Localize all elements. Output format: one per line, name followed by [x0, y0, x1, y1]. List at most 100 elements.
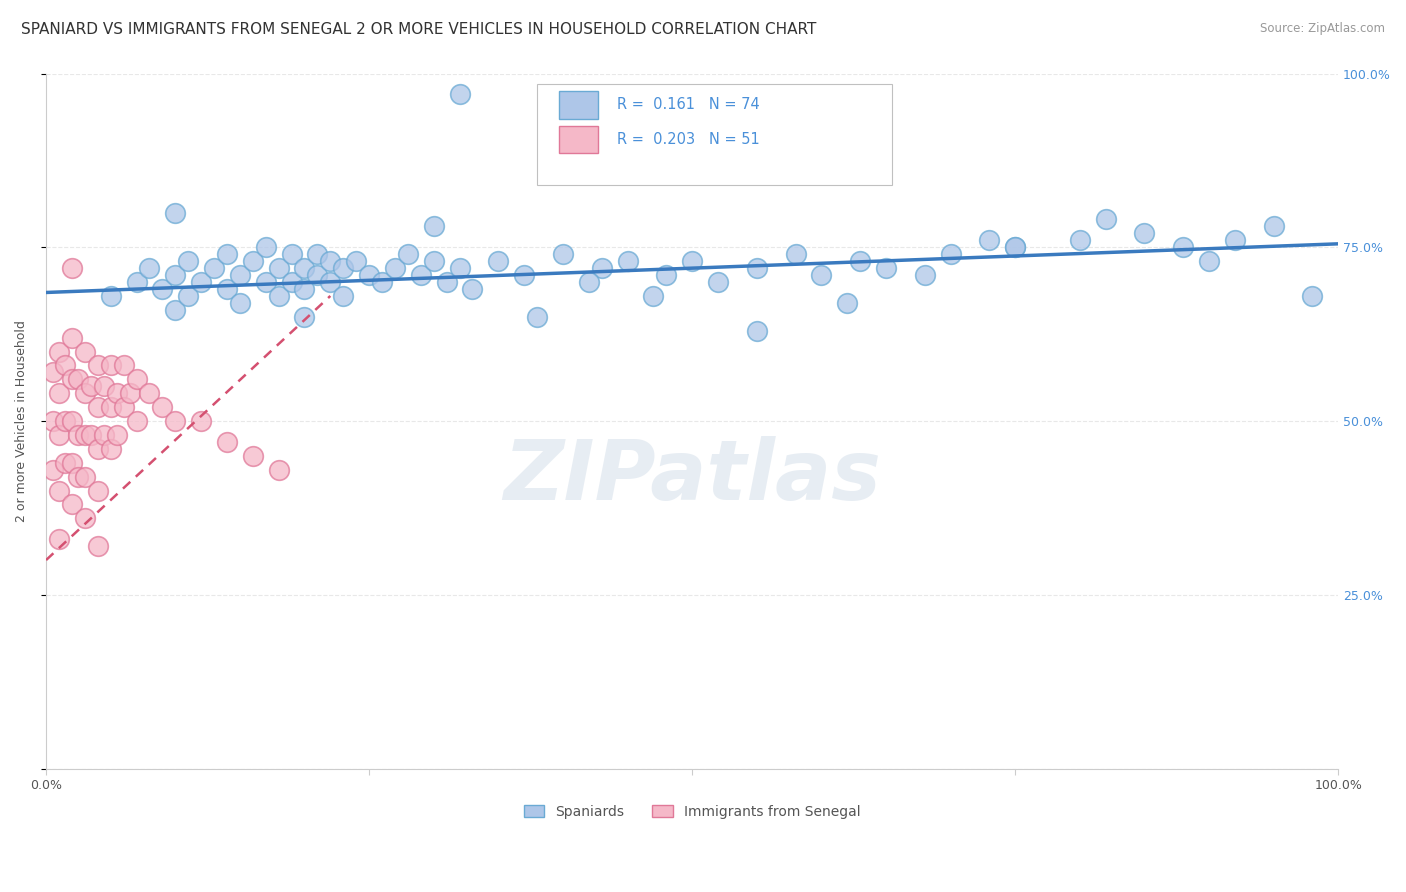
Point [87, 359, 110, 373]
Point [165, 414, 187, 428]
Point [67, 469, 90, 483]
Point [55, 414, 77, 428]
Point [150, 282, 173, 296]
Point [41, 414, 63, 428]
Point [307, 247, 329, 261]
Text: Source: ZipAtlas.com: Source: ZipAtlas.com [1260, 22, 1385, 36]
Point [190, 275, 212, 289]
Point [165, 302, 187, 317]
Point [100, 359, 122, 373]
Point [55, 456, 77, 470]
Point [150, 400, 173, 414]
Point [229, 268, 252, 282]
Point [60, 331, 83, 345]
Text: R =  0.161   N = 74: R = 0.161 N = 74 [617, 97, 761, 112]
Point [67, 372, 90, 386]
FancyBboxPatch shape [560, 126, 598, 153]
Point [1004, 240, 1026, 254]
Point [87, 483, 110, 498]
Point [87, 539, 110, 553]
Point [41, 463, 63, 477]
Point [745, 261, 768, 276]
Point [875, 261, 897, 276]
Point [112, 359, 135, 373]
Point [396, 247, 419, 261]
Point [939, 247, 962, 261]
Point [1263, 219, 1285, 234]
Point [80, 379, 103, 393]
Point [294, 261, 316, 276]
Point [73, 428, 96, 442]
Legend: Spaniards, Immigrants from Senegal: Spaniards, Immigrants from Senegal [517, 799, 866, 824]
Point [745, 324, 768, 338]
Point [979, 233, 1001, 247]
Point [177, 254, 200, 268]
Point [655, 268, 678, 282]
Point [215, 247, 238, 261]
Point [48, 428, 70, 442]
Y-axis label: 2 or more Vehicles in Household: 2 or more Vehicles in Household [15, 320, 28, 522]
Point [254, 240, 277, 254]
Point [837, 296, 859, 310]
Point [125, 275, 148, 289]
Point [229, 296, 252, 310]
Point [100, 442, 122, 456]
Point [332, 261, 354, 276]
Point [267, 289, 290, 303]
Point [41, 365, 63, 379]
Point [60, 498, 83, 512]
Point [242, 254, 264, 268]
Point [1133, 227, 1156, 241]
Point [616, 254, 638, 268]
Point [60, 372, 83, 386]
Point [1004, 240, 1026, 254]
Point [344, 254, 367, 268]
Point [449, 261, 471, 276]
Point [319, 254, 342, 268]
Point [55, 359, 77, 373]
Point [73, 511, 96, 525]
Point [591, 261, 613, 276]
Point [371, 275, 394, 289]
Point [422, 254, 444, 268]
Point [526, 310, 548, 324]
Point [177, 289, 200, 303]
Point [87, 400, 110, 414]
Point [332, 289, 354, 303]
FancyBboxPatch shape [560, 91, 598, 119]
Point [125, 372, 148, 386]
Point [67, 428, 90, 442]
Point [578, 275, 600, 289]
Point [48, 344, 70, 359]
Point [436, 275, 458, 289]
Point [202, 261, 225, 276]
Point [118, 386, 141, 401]
Point [165, 205, 187, 219]
Point [138, 386, 160, 401]
Point [165, 268, 187, 282]
Point [190, 414, 212, 428]
Point [307, 268, 329, 282]
Point [513, 268, 536, 282]
Text: SPANIARD VS IMMIGRANTS FROM SENEGAL 2 OR MORE VEHICLES IN HOUSEHOLD CORRELATION : SPANIARD VS IMMIGRANTS FROM SENEGAL 2 OR… [21, 22, 817, 37]
Point [267, 261, 290, 276]
Point [1173, 240, 1195, 254]
Point [294, 310, 316, 324]
Point [73, 386, 96, 401]
Point [100, 400, 122, 414]
Point [449, 87, 471, 102]
Point [60, 261, 83, 276]
Point [486, 254, 509, 268]
Point [138, 261, 160, 276]
Point [48, 386, 70, 401]
Point [280, 247, 302, 261]
Point [112, 400, 135, 414]
Point [48, 533, 70, 547]
Point [87, 442, 110, 456]
Point [1301, 289, 1323, 303]
Point [551, 247, 574, 261]
Text: R =  0.203   N = 51: R = 0.203 N = 51 [617, 132, 761, 147]
Point [254, 275, 277, 289]
Point [1069, 233, 1091, 247]
Point [93, 428, 115, 442]
